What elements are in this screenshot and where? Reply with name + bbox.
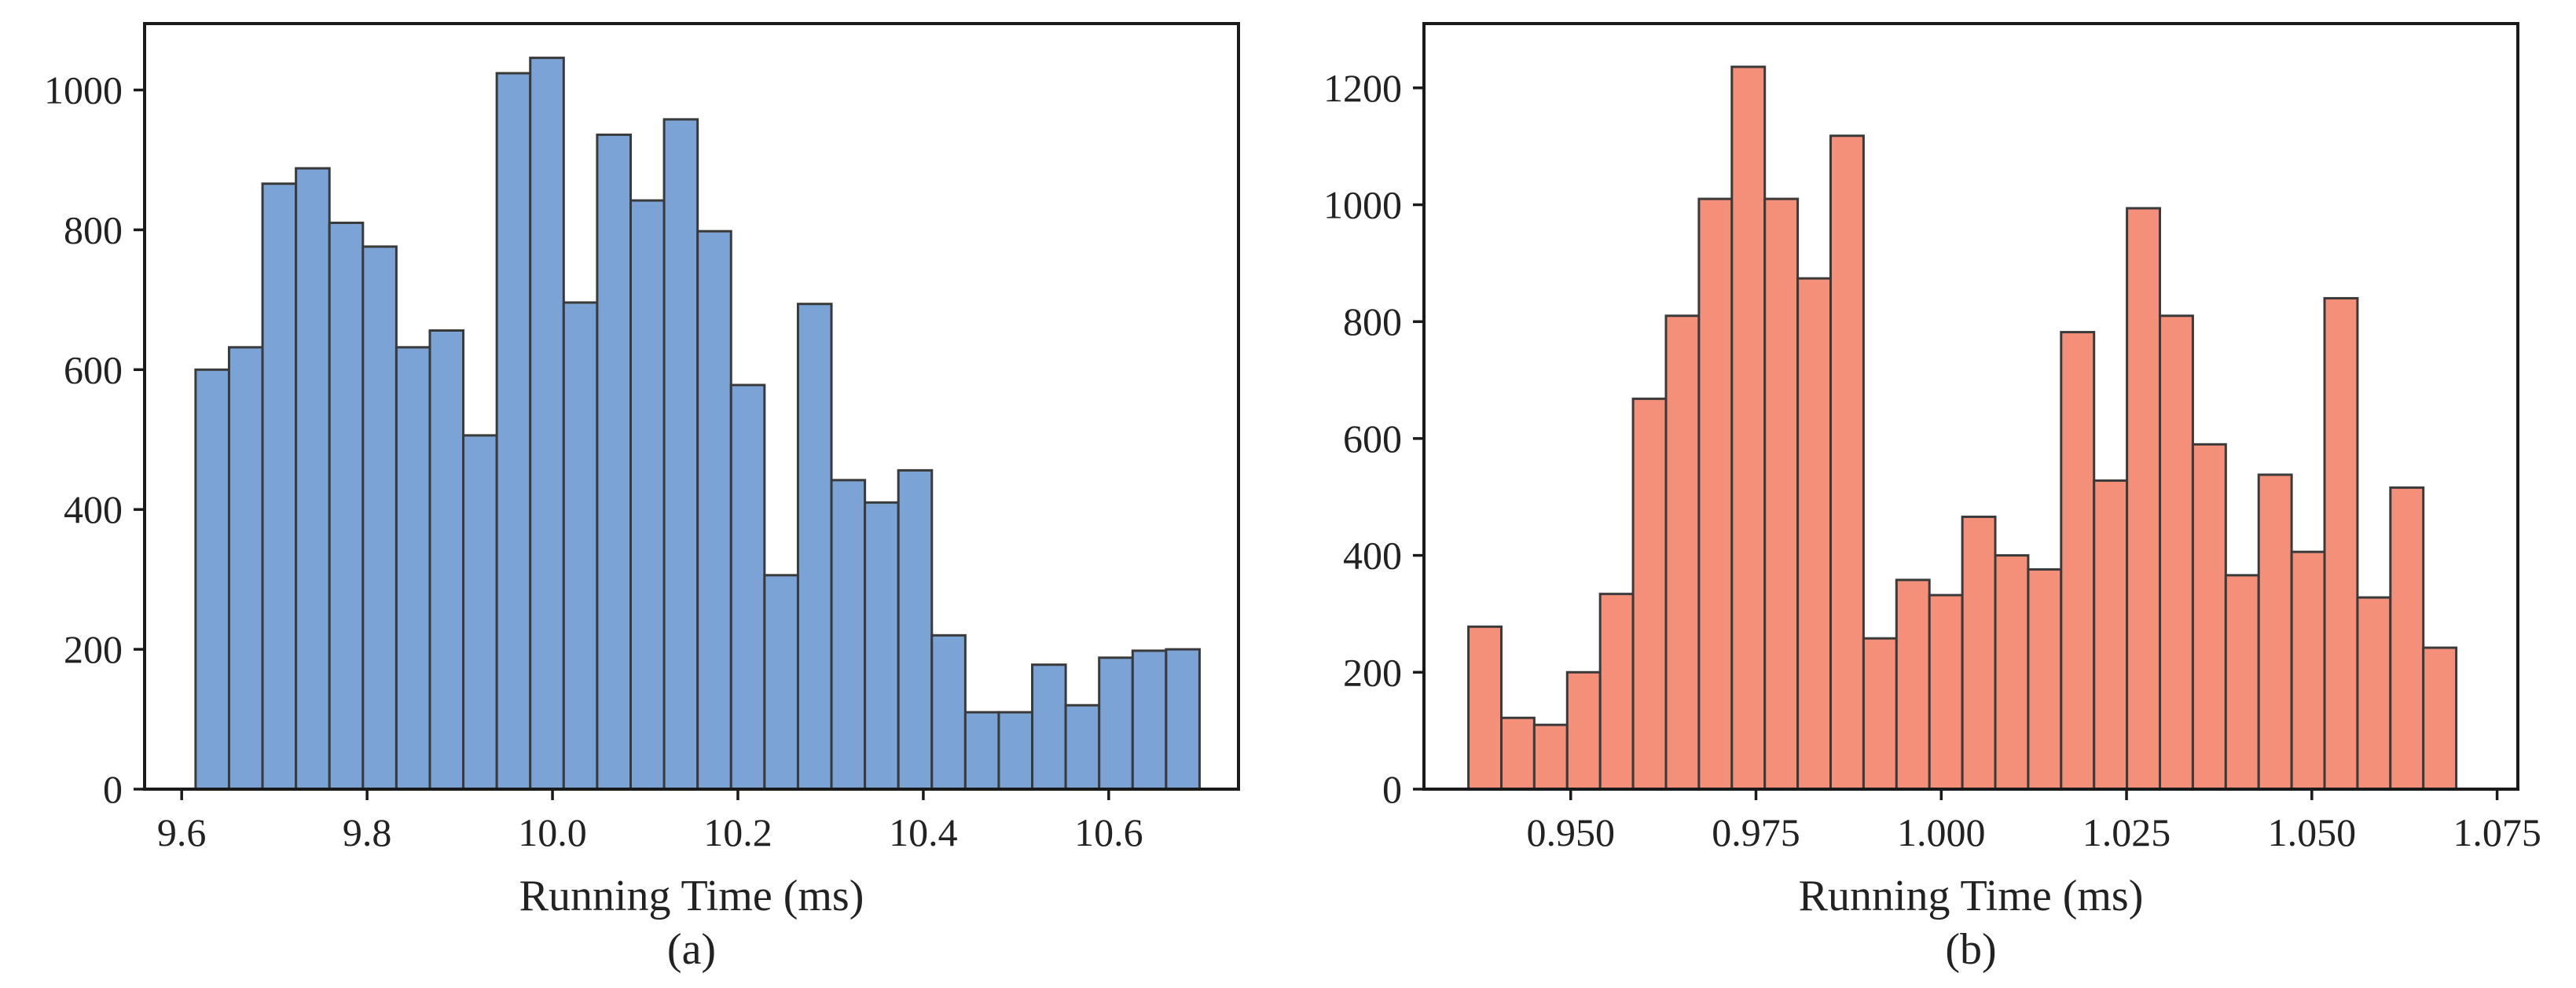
histogram-b-bar-23 [2224, 574, 2260, 791]
histogram-b-bar-0 [1467, 625, 1503, 791]
histogram-a-bar-24 [997, 711, 1034, 791]
histogram-a-x-tick-label-2: 10.0 [518, 810, 587, 854]
histogram-a-bar-14 [662, 118, 699, 791]
histogram-b-bar-21 [2159, 314, 2194, 791]
histogram-a-bar-13 [629, 199, 666, 791]
histogram-b-bar-22 [2191, 443, 2227, 791]
histogram-a-bar-2 [261, 182, 298, 791]
histogram-b-bar-25 [2290, 550, 2326, 791]
histogram-panel-a: 9.6 9.8 10.0 10.2 10.4 10.6 0 200 400 600 800 1000… [44, 22, 1240, 974]
histogram-a-bar-0 [194, 368, 230, 791]
histogram-b-x-ticks: 0.950 0.975 1.000 1.025 1.050 1.075 [1526, 789, 2541, 854]
histogram-a-x-tick-label-4: 10.4 [889, 810, 958, 854]
histogram-a-y-tick-label-0: 0 [103, 767, 123, 811]
histogram-a-bar-25 [1031, 663, 1067, 791]
histogram-b-bar-19 [2093, 479, 2129, 791]
histogram-b-bar-15 [1961, 516, 1997, 791]
histogram-b-bar-16 [1994, 554, 2030, 791]
histogram-a-y-tick-label-3: 600 [64, 347, 123, 391]
histogram-b-y-tick-label-5: 1000 [1323, 182, 1402, 226]
histogram-a-bar-23 [963, 711, 1000, 791]
histogram-a-y-tick-label-4: 800 [64, 208, 123, 252]
histogram-a-bar-28 [1131, 649, 1168, 791]
histogram-b-bar-14 [1928, 593, 1964, 791]
histogram-a-bar-6 [394, 346, 431, 791]
histogram-a-bar-4 [328, 222, 365, 791]
histogram-b-y-tick-label-0: 0 [1382, 767, 1402, 811]
histogram-a-bar-9 [495, 72, 532, 791]
histogram-b-bar-10 [1796, 277, 1833, 791]
histogram-a-bar-7 [428, 329, 465, 791]
histogram-a-bar-19 [830, 479, 867, 791]
histogram-b-x-tick-label-1: 0.975 [1712, 810, 1800, 854]
histogram-a-x-tick-label-5: 10.6 [1074, 810, 1143, 854]
histogram-a-bar-5 [361, 245, 398, 791]
histogram-b-x-tick-label-0: 0.950 [1526, 810, 1615, 854]
histogram-b-bar-29 [2422, 646, 2458, 791]
histogram-a-bar-20 [864, 501, 900, 791]
histogram-b-bar-9 [1763, 197, 1800, 791]
histogram-a-axes-frame [143, 22, 1240, 791]
histogram-b-y-ticks: 0 200 400 600 800 1000 1200 [1323, 66, 1424, 811]
histogram-a-bar-3 [295, 167, 331, 791]
histogram-b-bar-4 [1598, 593, 1635, 791]
histogram-a-bar-22 [930, 634, 967, 791]
histogram-b-bar-8 [1730, 65, 1767, 791]
histogram-a-bars [194, 57, 1201, 791]
histogram-b-y-tick-label-2: 400 [1343, 534, 1402, 578]
histogram-b-bar-24 [2257, 473, 2293, 791]
histogram-b-bar-13 [1895, 578, 1931, 791]
histogram-a-bar-12 [596, 133, 632, 791]
histogram-b-caption: (b) [1945, 925, 1996, 974]
histogram-b-bar-20 [2126, 207, 2162, 791]
histogram-b-bar-6 [1664, 314, 1701, 791]
histogram-a-caption: (a) [667, 925, 716, 974]
histogram-panel-b: 0.950 0.975 1.000 1.025 1.050 1.075 0 200 400 60… [1323, 22, 2541, 974]
histogram-b-bar-7 [1697, 197, 1734, 791]
histogram-a-bar-27 [1098, 656, 1134, 791]
histogram-a-x-ticks: 9.6 9.8 10.0 10.2 10.4 10.6 [157, 789, 1143, 854]
histogram-b-y-tick-label-6: 1200 [1323, 66, 1402, 110]
histogram-b-x-tick-label-2: 1.000 [1897, 810, 1986, 854]
histogram-a-bar-29 [1165, 648, 1201, 791]
histogram-a-bar-1 [227, 346, 264, 791]
histogram-b-bar-28 [2389, 486, 2425, 791]
histogram-b-bar-18 [2060, 331, 2096, 791]
histogram-b-bar-2 [1532, 723, 1569, 791]
histogram-b-bar-26 [2323, 296, 2359, 791]
histogram-b-x-axis-label: Running Time (ms) [1799, 872, 2144, 920]
histogram-a-bar-16 [729, 384, 766, 791]
histogram-b-bar-27 [2356, 596, 2392, 791]
histogram-a-bar-8 [462, 434, 498, 791]
histogram-a-y-ticks: 0 200 400 600 800 1000 [44, 68, 145, 811]
histogram-a-bar-21 [897, 468, 934, 791]
histogram-a-x-tick-label-1: 9.8 [343, 810, 392, 854]
histogram-b-axes-frame [1422, 22, 2519, 791]
histogram-b-bar-17 [2027, 567, 2063, 791]
histogram-b-bar-1 [1499, 716, 1536, 791]
histogram-a-y-tick-label-1: 200 [64, 627, 123, 671]
histogram-b-y-tick-label-3: 600 [1343, 417, 1402, 461]
histogram-a-x-tick-label-3: 10.2 [703, 810, 772, 854]
histogram-a-y-tick-label-5: 1000 [44, 68, 123, 112]
histogram-a-bar-18 [796, 303, 833, 791]
histogram-b-x-tick-label-5: 1.075 [2453, 810, 2541, 854]
histogram-a-x-tick-label-0: 9.6 [157, 810, 207, 854]
histogram-b-y-tick-label-4: 800 [1343, 299, 1402, 343]
histogram-a-x-axis-label: Running Time (ms) [519, 872, 864, 920]
histogram-b-bar-5 [1631, 397, 1668, 791]
histogram-a-y-tick-label-2: 400 [64, 487, 123, 531]
histogram-a-bar-15 [696, 230, 732, 791]
histogram-b-bar-12 [1862, 637, 1898, 791]
histogram-b-x-tick-label-3: 1.025 [2082, 810, 2171, 854]
histogram-a-bar-10 [529, 57, 565, 791]
histogram-b-bar-11 [1829, 134, 1865, 791]
histogram-a-bar-26 [1064, 703, 1101, 791]
histogram-b-y-tick-label-1: 200 [1343, 650, 1402, 694]
histogram-a-bar-11 [562, 301, 599, 791]
histogram-b-bar-3 [1565, 670, 1602, 791]
histogram-a-bar-17 [763, 574, 799, 791]
histogram-b-x-tick-label-4: 1.050 [2268, 810, 2357, 854]
